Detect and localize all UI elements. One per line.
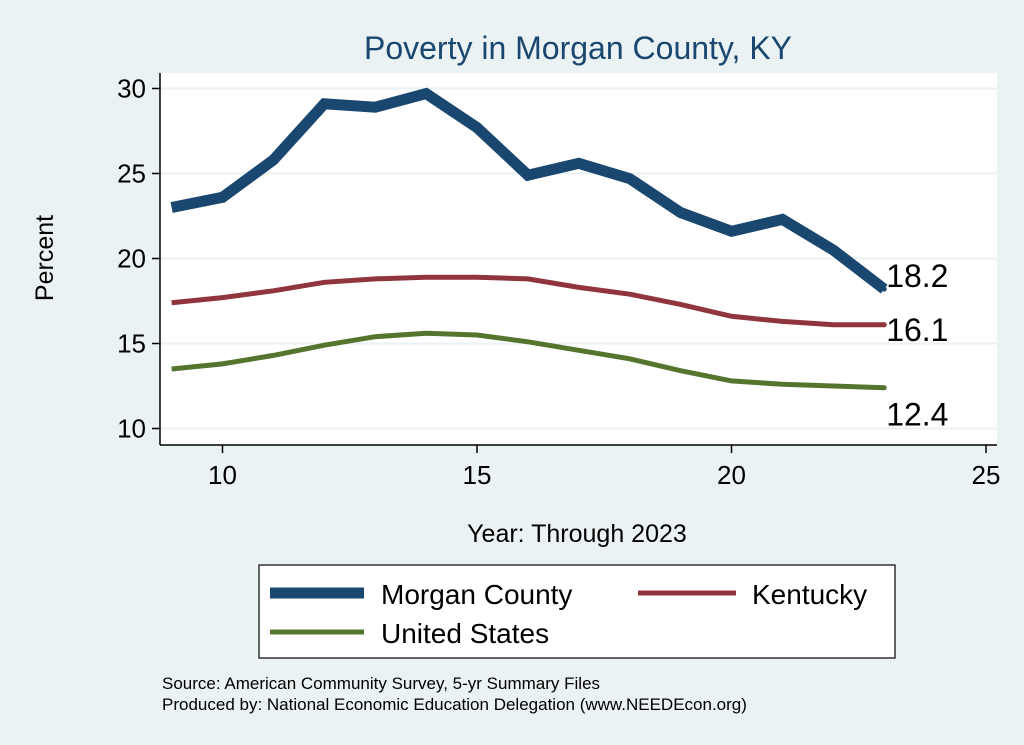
x-tick-label-10: 10 (208, 460, 237, 490)
legend-label-morgan-county: Morgan County (381, 579, 572, 610)
x-axis-title: Year: Through 2023 (467, 520, 687, 548)
axes (152, 73, 997, 453)
legend-label-kentucky: Kentucky (752, 579, 867, 610)
y-axis-title: Percent (31, 215, 59, 301)
x-tick-label-20: 20 (717, 460, 746, 490)
end-point-morgan-county (881, 286, 887, 292)
end-labels: 18.2 16.1 12.4 (886, 258, 948, 433)
gridlines (160, 87, 997, 430)
legend-label-united-states: United States (381, 618, 549, 649)
legend: Morgan County Kentucky United States (258, 564, 896, 659)
end-point-united-states (881, 385, 887, 391)
x-tick-label-15: 15 (463, 460, 492, 490)
series-lines (170, 87, 888, 391)
y-tick-label-30: 30 (117, 74, 146, 104)
end-point-kentucky (881, 322, 887, 328)
series-line-morgan-county (170, 87, 888, 294)
y-tick-label-15: 15 (117, 329, 146, 359)
chart-title: Poverty in Morgan County, KY (364, 30, 792, 66)
tick-labels: 10 15 20 25 30 10 15 20 25 (117, 74, 1000, 491)
series-line-kentucky (171, 274, 885, 328)
series-line-united-states (171, 330, 885, 391)
y-tick-label-25: 25 (117, 159, 146, 189)
end-label-kentucky: 16.1 (886, 312, 948, 348)
y-tick-label-10: 10 (117, 414, 146, 444)
source-note: Source: American Community Survey, 5-yr … (162, 674, 600, 693)
legend-box (258, 564, 896, 659)
y-tick-label-20: 20 (117, 244, 146, 274)
x-tick-label-25: 25 (972, 460, 1001, 490)
end-label-morgan-county: 18.2 (886, 258, 948, 294)
producer-note: Produced by: National Economic Education… (162, 695, 747, 714)
end-label-united-states: 12.4 (886, 397, 948, 433)
